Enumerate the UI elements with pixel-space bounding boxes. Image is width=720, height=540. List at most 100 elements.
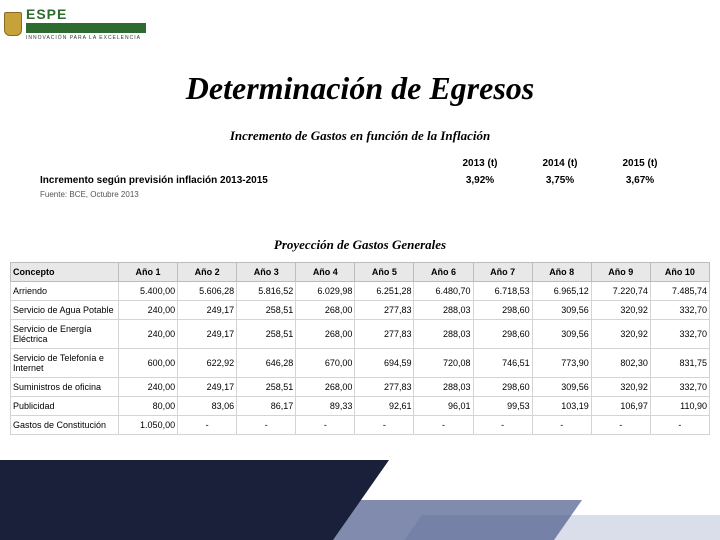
value-cell: 6.251,28 — [355, 282, 414, 301]
projection-col-header: Año 4 — [296, 263, 355, 282]
inflation-value: 3,92% — [440, 175, 520, 186]
value-cell: 268,00 — [296, 301, 355, 320]
projection-header-row: ConceptoAño 1Año 2Año 3Año 4Año 5Año 6Añ… — [11, 263, 710, 282]
inflation-left: Incremento según previsión inflación 201… — [40, 175, 440, 199]
slide: ESPE INNOVACIÓN PARA LA EXCELENCIA Deter… — [0, 0, 720, 540]
value-cell: 258,51 — [237, 301, 296, 320]
table-row: Gastos de Constitución1.050,00--------- — [11, 416, 710, 435]
value-cell: 5.606,28 — [178, 282, 237, 301]
value-cell: 1.050,00 — [119, 416, 178, 435]
value-cell: - — [355, 416, 414, 435]
value-cell: 96,01 — [414, 397, 473, 416]
logo: ESPE INNOVACIÓN PARA LA EXCELENCIA — [4, 6, 146, 41]
value-cell: 298,60 — [473, 378, 532, 397]
inflation-years-row: 2013 (t) 2014 (t) 2015 (t) — [40, 158, 680, 169]
value-cell: 670,00 — [296, 349, 355, 378]
value-cell: 240,00 — [119, 301, 178, 320]
inflation-year: 2013 (t) — [440, 158, 520, 169]
value-cell: 99,53 — [473, 397, 532, 416]
value-cell: 249,17 — [178, 320, 237, 349]
inflation-heading: Incremento según previsión inflación 201… — [40, 175, 440, 186]
value-cell: 240,00 — [119, 378, 178, 397]
concept-cell: Arriendo — [11, 282, 119, 301]
value-cell: 6.718,53 — [473, 282, 532, 301]
value-cell: 103,19 — [532, 397, 591, 416]
value-cell: 277,83 — [355, 320, 414, 349]
value-cell: 309,56 — [532, 378, 591, 397]
logo-bar — [26, 23, 146, 33]
value-cell: 240,00 — [119, 320, 178, 349]
footer-triangle-dark — [0, 460, 389, 540]
value-cell: 298,60 — [473, 301, 532, 320]
shield-icon — [4, 12, 22, 36]
concept-cell: Servicio de Energía Eléctrica — [11, 320, 119, 349]
projection-col-header: Año 7 — [473, 263, 532, 282]
value-cell: 288,03 — [414, 378, 473, 397]
value-cell: - — [178, 416, 237, 435]
projection-col-header: Año 8 — [532, 263, 591, 282]
concept-cell: Gastos de Constitución — [11, 416, 119, 435]
value-cell: 320,92 — [591, 378, 650, 397]
projection-col-header: Año 2 — [178, 263, 237, 282]
value-cell: - — [650, 416, 709, 435]
value-cell: 80,00 — [119, 397, 178, 416]
inflation-value: 3,67% — [600, 175, 680, 186]
value-cell: 320,92 — [591, 320, 650, 349]
value-cell: - — [473, 416, 532, 435]
inflation-year: 2015 (t) — [600, 158, 680, 169]
value-cell: 277,83 — [355, 301, 414, 320]
inflation-table: 2013 (t) 2014 (t) 2015 (t) Incremento se… — [40, 158, 680, 199]
inflation-source: Fuente: BCE, Octubre 2013 — [40, 190, 440, 199]
inflation-values-row: Incremento según previsión inflación 201… — [40, 175, 680, 199]
subtitle-projection: Proyección de Gastos Generales — [0, 237, 720, 253]
value-cell: - — [591, 416, 650, 435]
value-cell: 309,56 — [532, 301, 591, 320]
projection-body: Arriendo5.400,005.606,285.816,526.029,98… — [11, 282, 710, 435]
projection-table: ConceptoAño 1Año 2Año 3Año 4Año 5Año 6Añ… — [10, 262, 710, 435]
value-cell: 802,30 — [591, 349, 650, 378]
value-cell: 694,59 — [355, 349, 414, 378]
projection-col-header: Año 1 — [119, 263, 178, 282]
value-cell: 249,17 — [178, 378, 237, 397]
table-row: Servicio de Agua Potable240,00249,17258,… — [11, 301, 710, 320]
value-cell: - — [532, 416, 591, 435]
value-cell: 298,60 — [473, 320, 532, 349]
value-cell: 7.220,74 — [591, 282, 650, 301]
inflation-year: 2014 (t) — [520, 158, 600, 169]
projection-col-header: Año 3 — [237, 263, 296, 282]
value-cell: - — [296, 416, 355, 435]
value-cell: 622,92 — [178, 349, 237, 378]
value-cell: 309,56 — [532, 320, 591, 349]
value-cell: 106,97 — [591, 397, 650, 416]
value-cell: 288,03 — [414, 320, 473, 349]
value-cell: 646,28 — [237, 349, 296, 378]
projection-col-header: Concepto — [11, 263, 119, 282]
value-cell: 83,06 — [178, 397, 237, 416]
value-cell: 720,08 — [414, 349, 473, 378]
concept-cell: Servicio de Agua Potable — [11, 301, 119, 320]
value-cell: 6.480,70 — [414, 282, 473, 301]
value-cell: - — [237, 416, 296, 435]
value-cell: 268,00 — [296, 378, 355, 397]
value-cell: 6.029,98 — [296, 282, 355, 301]
logo-main: ESPE — [26, 6, 146, 22]
table-row: Arriendo5.400,005.606,285.816,526.029,98… — [11, 282, 710, 301]
value-cell: 332,70 — [650, 320, 709, 349]
value-cell: 249,17 — [178, 301, 237, 320]
logo-sub: INNOVACIÓN PARA LA EXCELENCIA — [26, 35, 146, 41]
value-cell: 831,75 — [650, 349, 709, 378]
table-row: Suministros de oficina240,00249,17258,51… — [11, 378, 710, 397]
value-cell: - — [414, 416, 473, 435]
concept-cell: Publicidad — [11, 397, 119, 416]
value-cell: 268,00 — [296, 320, 355, 349]
value-cell: 746,51 — [473, 349, 532, 378]
table-row: Publicidad80,0083,0686,1789,3392,6196,01… — [11, 397, 710, 416]
projection-col-header: Año 6 — [414, 263, 473, 282]
projection-col-header: Año 9 — [591, 263, 650, 282]
value-cell: 110,90 — [650, 397, 709, 416]
concept-cell: Suministros de oficina — [11, 378, 119, 397]
value-cell: 89,33 — [296, 397, 355, 416]
inflation-value: 3,75% — [520, 175, 600, 186]
table-row: Servicio de Energía Eléctrica240,00249,1… — [11, 320, 710, 349]
value-cell: 86,17 — [237, 397, 296, 416]
